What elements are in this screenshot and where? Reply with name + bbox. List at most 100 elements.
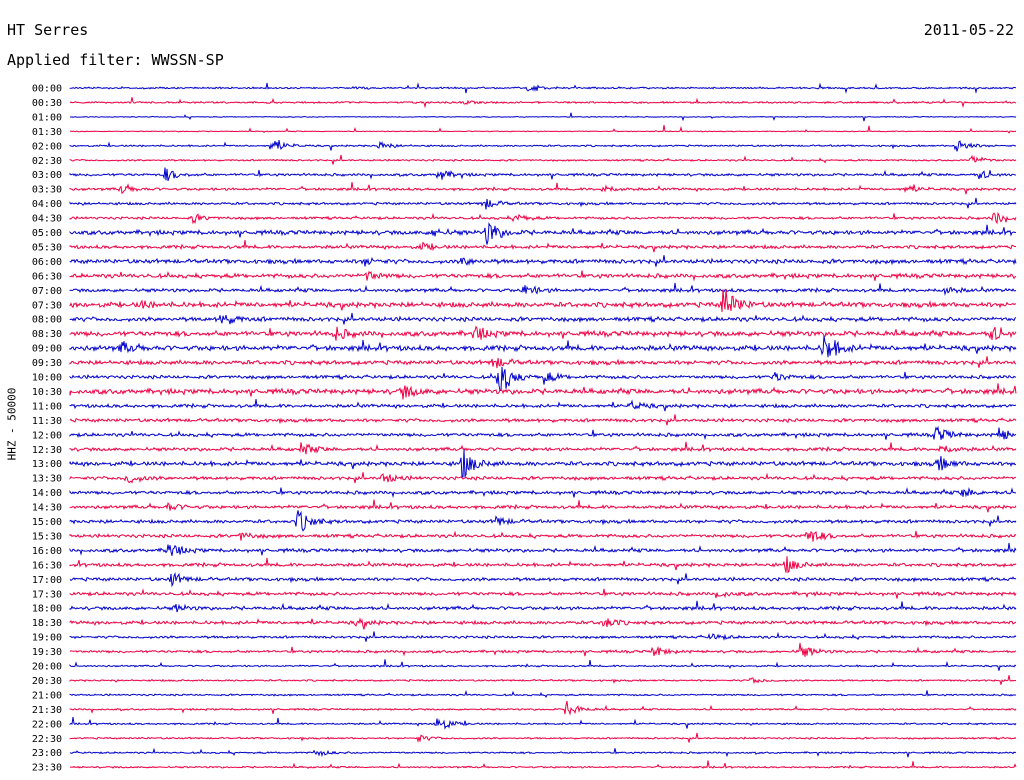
- trace-line: [69, 366, 1017, 392]
- row-time-label: 19:00: [32, 633, 62, 644]
- trace-line: [69, 689, 1017, 699]
- row-time-label: 15:00: [32, 517, 62, 528]
- row-time-label: 03:00: [32, 170, 62, 181]
- row-time-label: 18:30: [32, 618, 62, 629]
- station-title: HT Serres: [7, 21, 89, 39]
- row-time-label: 06:30: [32, 271, 62, 282]
- trace-line: [69, 600, 1017, 613]
- row-time-label: 07:30: [32, 300, 62, 311]
- row-time-label: 20:30: [32, 676, 62, 687]
- trace-line: [69, 325, 1017, 341]
- row-time-label: 08:30: [32, 329, 62, 340]
- trace-line: [69, 572, 1017, 588]
- trace-line: [69, 414, 1017, 426]
- row-time-label: 11:00: [32, 401, 62, 412]
- trace-line: [69, 356, 1017, 369]
- row-time-label: 11:30: [32, 416, 62, 427]
- trace-line: [69, 425, 1017, 441]
- trace-line: [69, 556, 1017, 574]
- trace-line: [69, 588, 1017, 599]
- trace-line: [69, 617, 1017, 630]
- row-time-label: 23:00: [32, 748, 62, 759]
- trace-line: [69, 747, 1017, 758]
- trace-line: [69, 125, 1017, 134]
- trace-line: [69, 642, 1017, 657]
- trace-line: [69, 631, 1017, 642]
- row-time-label: 09:00: [32, 344, 62, 355]
- filter-label: Applied filter: WWSSN-SP: [7, 51, 224, 69]
- row-time-label: 05:30: [32, 242, 62, 253]
- trace-line: [69, 487, 1016, 498]
- trace-line: [69, 182, 1017, 195]
- trace-line: [69, 542, 1017, 556]
- row-time-label: 05:00: [32, 228, 62, 239]
- trace-line: [69, 97, 1017, 109]
- row-time-label: 10:30: [32, 387, 62, 398]
- trace-line: [69, 472, 1016, 484]
- row-time-label: 17:30: [32, 589, 62, 600]
- row-time-label: 01:30: [32, 127, 62, 138]
- trace-line: [69, 167, 1017, 181]
- row-time-label: 00:00: [32, 84, 62, 95]
- row-time-label: 04:30: [32, 214, 62, 225]
- trace-line: [69, 399, 1017, 412]
- row-time-label: 13:00: [32, 459, 62, 470]
- trace-line: [69, 112, 1017, 122]
- row-time-label: 20:00: [32, 662, 62, 673]
- trace-line: [69, 255, 1017, 267]
- trace-line: [69, 335, 1017, 358]
- trace-line: [69, 510, 1017, 532]
- row-time-label: 02:30: [32, 156, 62, 167]
- row-time-label: 06:00: [32, 257, 62, 268]
- row-time-label: 12:00: [32, 430, 62, 441]
- row-time-label: 03:30: [32, 185, 62, 196]
- trace-line: [69, 530, 1017, 542]
- row-time-label: 22:00: [32, 719, 62, 730]
- trace-line: [69, 270, 1017, 282]
- row-time-label: 14:00: [32, 488, 62, 499]
- trace-line: [69, 289, 1016, 312]
- row-time-label: 16:00: [32, 546, 62, 557]
- row-time-label: 12:30: [32, 445, 62, 456]
- trace-line: [69, 499, 1017, 513]
- trace-line: [70, 760, 1017, 770]
- row-time-label: 23:30: [32, 763, 62, 774]
- row-time-label: 10:00: [32, 373, 62, 384]
- trace-line: [69, 282, 1017, 296]
- row-time-label: 08:00: [32, 315, 62, 326]
- row-time-label: 01:00: [32, 112, 62, 123]
- trace-line: [69, 140, 1017, 152]
- trace-line: [69, 197, 1017, 210]
- row-time-label: 18:00: [32, 604, 62, 615]
- trace-line: [69, 240, 1017, 253]
- trace-line: [69, 441, 1017, 455]
- trace-line: [69, 675, 1017, 685]
- trace-line: [69, 82, 1017, 94]
- trace-line: [69, 154, 1017, 165]
- trace-line: [69, 717, 1017, 730]
- trace-line: [69, 732, 1017, 744]
- row-time-label: 21:30: [32, 705, 62, 716]
- row-time-label: 04:00: [32, 199, 62, 210]
- trace-line: [69, 449, 1016, 478]
- row-time-label: 17:00: [32, 575, 62, 586]
- row-time-label: 15:30: [32, 531, 62, 542]
- row-time-label: 02:00: [32, 141, 62, 152]
- trace-line: [69, 383, 1017, 400]
- trace-line: [69, 659, 1017, 671]
- row-time-label: 00:30: [32, 98, 62, 109]
- row-time-label: 16:30: [32, 560, 62, 571]
- row-time-label: 21:00: [32, 690, 62, 701]
- trace-line: [69, 221, 1017, 245]
- trace-line: [69, 211, 1017, 225]
- row-time-label: 14:30: [32, 503, 62, 514]
- row-time-label: 07:00: [32, 286, 62, 297]
- row-time-label: 22:30: [32, 734, 62, 745]
- row-time-label: 13:30: [32, 474, 62, 485]
- trace-line: [69, 312, 1017, 325]
- row-time-label: 19:30: [32, 647, 62, 658]
- row-time-label: 09:30: [32, 358, 62, 369]
- record-date: 2011-05-22: [923, 21, 1014, 39]
- trace-line: [69, 700, 1017, 716]
